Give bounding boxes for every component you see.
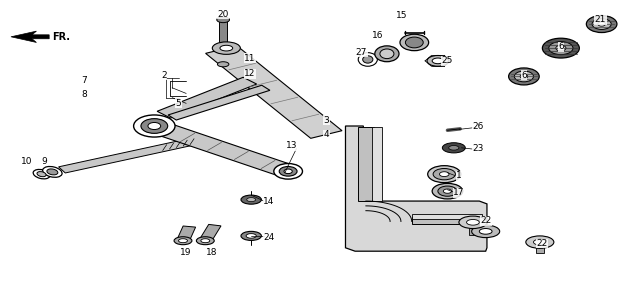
Ellipse shape (274, 164, 303, 179)
Ellipse shape (134, 115, 175, 137)
Circle shape (241, 231, 261, 241)
Ellipse shape (598, 22, 605, 26)
Ellipse shape (433, 168, 456, 180)
Polygon shape (358, 128, 374, 201)
Text: 8: 8 (81, 90, 87, 99)
Text: 1: 1 (456, 171, 462, 180)
Text: 21: 21 (595, 15, 606, 24)
Ellipse shape (444, 189, 452, 193)
Circle shape (467, 219, 479, 225)
Text: 7: 7 (81, 76, 87, 85)
Ellipse shape (542, 38, 579, 58)
Polygon shape (220, 21, 227, 64)
Ellipse shape (47, 169, 58, 175)
Polygon shape (205, 46, 342, 138)
Text: 15: 15 (396, 11, 407, 20)
Ellipse shape (400, 34, 429, 51)
Ellipse shape (586, 15, 617, 33)
Circle shape (534, 239, 546, 245)
Circle shape (449, 146, 459, 150)
Ellipse shape (43, 166, 62, 177)
Ellipse shape (432, 183, 463, 199)
Polygon shape (177, 226, 196, 241)
Ellipse shape (284, 169, 292, 174)
Text: 12: 12 (244, 69, 255, 78)
Ellipse shape (432, 58, 444, 64)
Circle shape (218, 62, 229, 67)
Polygon shape (372, 128, 383, 201)
Text: FR.: FR. (52, 32, 70, 42)
Ellipse shape (148, 122, 161, 130)
Text: 18: 18 (206, 248, 218, 257)
Polygon shape (146, 121, 296, 176)
Polygon shape (11, 31, 49, 42)
Text: 5: 5 (175, 99, 181, 108)
Ellipse shape (279, 166, 297, 176)
Ellipse shape (520, 74, 528, 79)
Text: 25: 25 (442, 56, 453, 65)
Ellipse shape (37, 172, 46, 177)
Text: 13: 13 (285, 141, 297, 150)
Circle shape (201, 239, 210, 243)
Polygon shape (199, 225, 221, 241)
Circle shape (217, 17, 230, 23)
Text: 3: 3 (323, 116, 329, 125)
Text: 23: 23 (472, 144, 484, 153)
Ellipse shape (358, 53, 378, 66)
Polygon shape (469, 222, 477, 235)
Text: 10: 10 (21, 157, 33, 166)
Circle shape (196, 237, 214, 245)
Circle shape (442, 143, 465, 153)
Text: 27: 27 (356, 48, 367, 57)
Text: 6: 6 (521, 71, 527, 80)
Ellipse shape (427, 55, 449, 66)
Ellipse shape (440, 172, 449, 176)
Text: 19: 19 (180, 248, 192, 257)
Ellipse shape (428, 166, 461, 183)
Circle shape (472, 225, 500, 238)
Ellipse shape (380, 49, 394, 59)
Polygon shape (59, 137, 202, 173)
Text: 14: 14 (263, 196, 275, 206)
Ellipse shape (556, 45, 566, 51)
Circle shape (179, 239, 188, 243)
Ellipse shape (509, 68, 540, 85)
Text: 24: 24 (264, 233, 275, 242)
Circle shape (174, 237, 192, 245)
Text: 4: 4 (324, 130, 329, 139)
Circle shape (241, 195, 261, 204)
Text: 16: 16 (372, 31, 383, 40)
Circle shape (526, 236, 554, 248)
Ellipse shape (141, 119, 168, 133)
Text: 9: 9 (41, 157, 47, 166)
Text: 11: 11 (244, 53, 255, 63)
Circle shape (212, 42, 241, 54)
Polygon shape (412, 214, 483, 219)
Ellipse shape (548, 41, 573, 55)
Text: 20: 20 (218, 10, 229, 19)
Circle shape (246, 234, 256, 238)
Polygon shape (157, 77, 257, 118)
Text: 22: 22 (480, 217, 492, 225)
Circle shape (459, 216, 487, 229)
Ellipse shape (405, 37, 423, 48)
Ellipse shape (375, 46, 399, 62)
Text: 17: 17 (453, 188, 465, 197)
Ellipse shape (438, 186, 457, 196)
Polygon shape (346, 126, 487, 251)
Text: 2: 2 (161, 71, 166, 80)
Polygon shape (168, 85, 270, 120)
Ellipse shape (592, 19, 611, 29)
Text: 26: 26 (472, 122, 484, 130)
Polygon shape (536, 242, 543, 253)
Circle shape (220, 45, 233, 51)
Text: 22: 22 (536, 239, 547, 248)
Text: 6: 6 (558, 42, 564, 51)
Ellipse shape (515, 71, 534, 82)
Circle shape (246, 198, 255, 202)
Circle shape (479, 229, 492, 234)
Ellipse shape (363, 56, 373, 63)
Polygon shape (412, 217, 483, 224)
Ellipse shape (33, 169, 50, 179)
